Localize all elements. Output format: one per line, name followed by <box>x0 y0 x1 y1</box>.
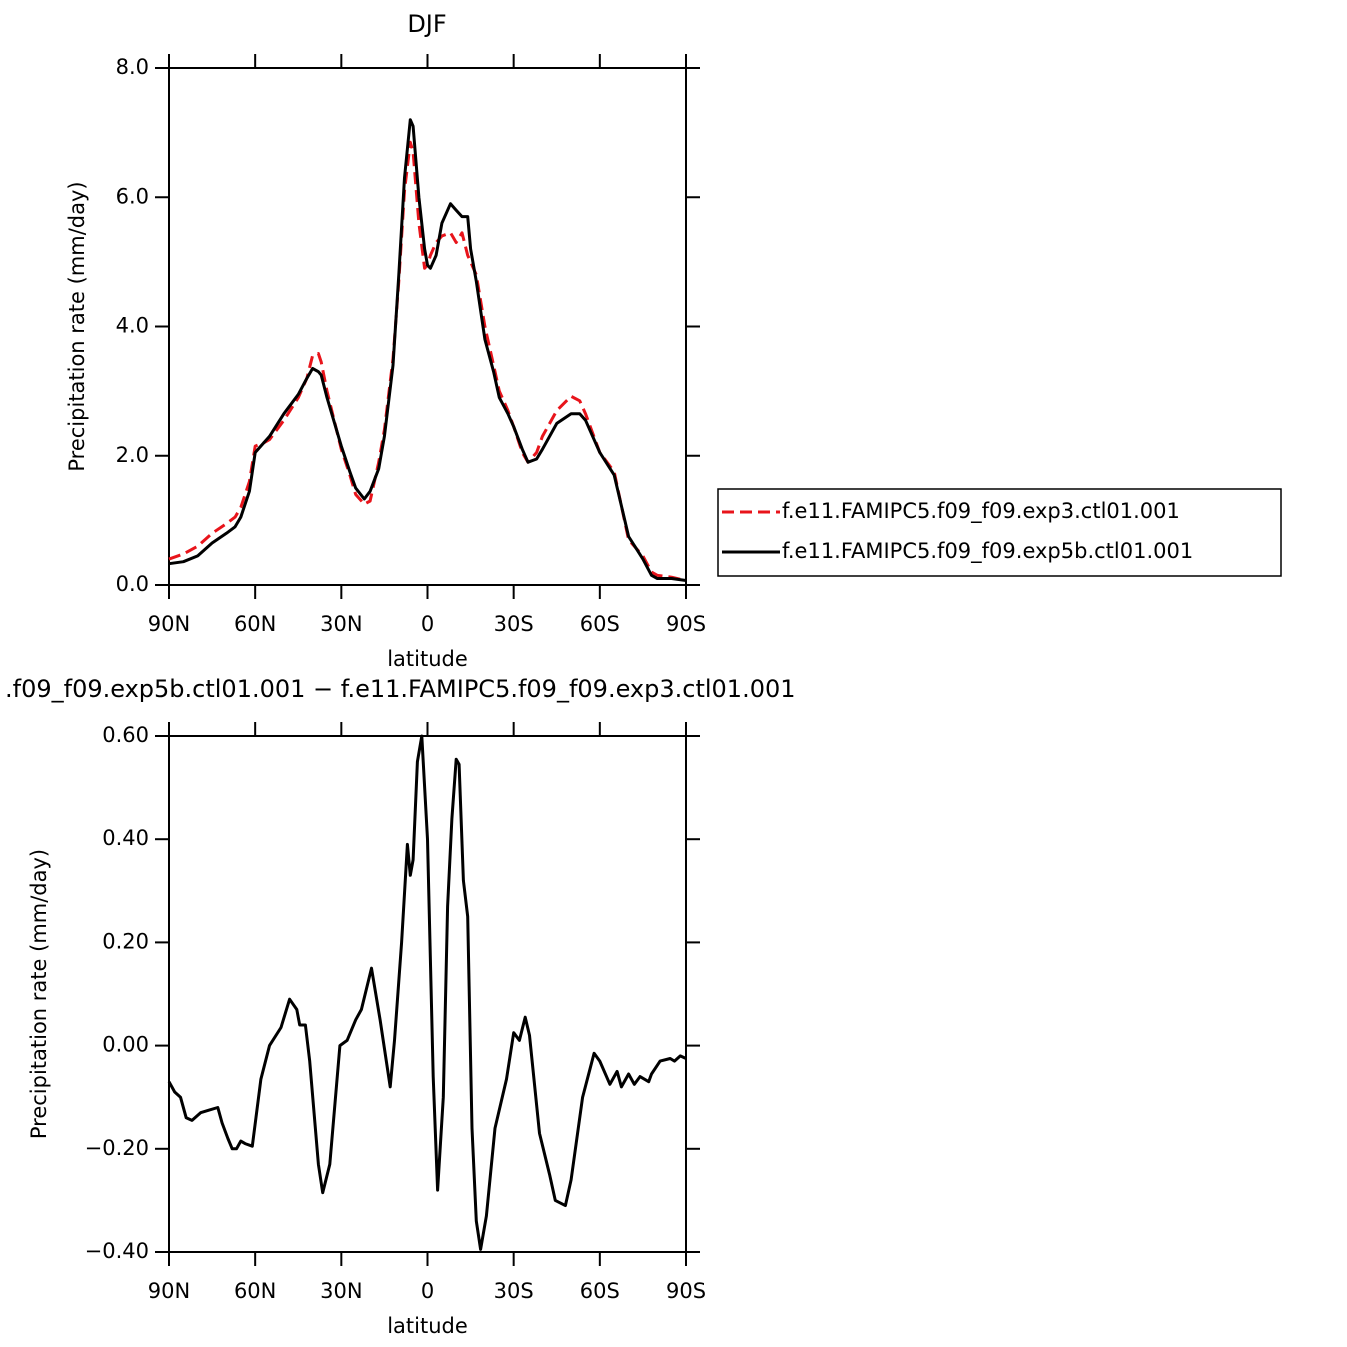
legend-label: f.e11.FAMIPC5.f09_f09.exp3.ctl01.001 <box>782 499 1180 524</box>
chart-title: DJF <box>407 10 446 38</box>
y-tick-label: −0.20 <box>85 1136 149 1160</box>
y-axis-label: Precipitation rate (mm/day) <box>65 181 89 471</box>
x-tick-label: 30S <box>494 1279 534 1303</box>
x-tick-label: 90S <box>666 612 706 636</box>
y-tick-label: 2.0 <box>116 443 149 467</box>
x-tick-label: 30S <box>494 612 534 636</box>
x-tick-label: 60S <box>580 1279 620 1303</box>
x-tick-label: 90N <box>148 612 190 636</box>
y-tick-label: 6.0 <box>116 184 149 208</box>
data-line <box>168 118 687 582</box>
y-axis-label: Precipitation rate (mm/day) <box>27 849 51 1139</box>
x-tick-label: 30N <box>320 612 362 636</box>
legend-box <box>717 488 1282 577</box>
x-tick-label: 60N <box>234 612 276 636</box>
y-tick-label: −0.40 <box>85 1239 149 1263</box>
x-tick-label: 60S <box>580 612 620 636</box>
x-tick-label: 90S <box>666 1279 706 1303</box>
chart-title: .f09_f09.exp5b.ctl01.001 − f.e11.FAMIPC5… <box>5 675 796 703</box>
y-tick-label: 0.60 <box>102 723 149 747</box>
x-tick-label: 0 <box>421 612 434 636</box>
plot-frame <box>168 67 687 586</box>
x-axis-label: latitude <box>387 1314 468 1338</box>
x-tick-label: 60N <box>234 1279 276 1303</box>
y-tick-label: 0.00 <box>102 1033 149 1057</box>
y-tick-label: 0.40 <box>102 826 149 850</box>
y-tick-label: 0.20 <box>102 929 149 953</box>
x-tick-label: 30N <box>320 1279 362 1303</box>
y-tick-label: 8.0 <box>116 55 149 79</box>
legend-label: f.e11.FAMIPC5.f09_f09.exp5b.ctl01.001 <box>782 539 1193 564</box>
x-tick-label: 90N <box>148 1279 190 1303</box>
x-tick-label: 0 <box>421 1279 434 1303</box>
y-tick-label: 4.0 <box>116 314 149 338</box>
data-line <box>168 140 687 582</box>
y-tick-label: 0.0 <box>116 572 149 596</box>
data-line <box>167 734 687 1251</box>
x-axis-label: latitude <box>387 647 468 671</box>
